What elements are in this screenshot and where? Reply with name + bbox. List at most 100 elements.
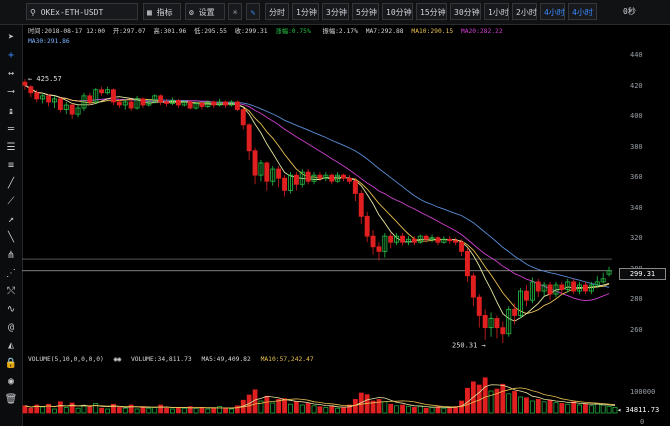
interval-6[interactable]: 30分钟	[450, 3, 481, 20]
candle	[388, 235, 394, 243]
candle	[175, 100, 181, 106]
volume-toggle-icons[interactable]: ◉◉	[113, 356, 122, 363]
candle	[488, 318, 494, 329]
high-value: 高:301.96	[153, 28, 187, 35]
low-annotation: 250.31 →	[452, 341, 486, 349]
interval-4[interactable]: 10分钟	[382, 3, 413, 20]
vertical-line-icon[interactable]: ↨	[7, 106, 15, 117]
ray-icon[interactable]: ⟋	[7, 196, 15, 207]
volume-bar	[258, 400, 264, 414]
candle	[187, 101, 193, 109]
volume-bar	[175, 407, 181, 414]
trash-icon[interactable]: 🗑	[4, 394, 18, 405]
indicators-button[interactable]: ▦ 指标	[143, 3, 181, 20]
interval-3[interactable]: 5分钟	[352, 3, 379, 20]
candle	[270, 168, 276, 182]
interval-2[interactable]: 3分钟	[322, 3, 349, 20]
candle	[476, 296, 482, 316]
chart-icon: ▦	[147, 8, 152, 17]
volume-bar	[311, 405, 317, 414]
draw-toggle-button[interactable]: ✎	[246, 3, 260, 20]
volume-bar	[524, 397, 529, 414]
volume-bar	[488, 390, 494, 414]
price-axis-label: 420	[630, 81, 643, 90]
candle	[305, 171, 311, 182]
candle	[411, 238, 417, 243]
channel-icon[interactable]: ≡	[7, 160, 15, 171]
interval-7[interactable]: 1小时	[484, 3, 509, 20]
candle	[223, 101, 229, 106]
price-axis-label: 380	[630, 142, 643, 151]
price-channel-icon[interactable]: ☰	[6, 142, 16, 153]
volume-bar	[229, 408, 234, 414]
candle	[341, 174, 347, 179]
low-value: 低:295.55	[194, 28, 227, 35]
symbol-selector[interactable]: ⚲ OKEx-ETH-USDT	[26, 3, 138, 20]
volume-bar	[205, 408, 211, 414]
volume-ma5: MA5:49,409.82	[201, 356, 251, 363]
volume-bar	[34, 404, 40, 414]
gann-icon[interactable]: ⤲	[7, 286, 15, 297]
interval-8[interactable]: 2小时	[512, 3, 537, 20]
candle	[577, 284, 583, 292]
volume-bar	[577, 404, 582, 414]
candle	[299, 171, 305, 185]
interval-10[interactable]: 4小时	[568, 3, 597, 20]
candle	[99, 89, 105, 94]
volume-bar	[305, 403, 311, 414]
volume-bar	[606, 406, 612, 414]
volume-bar	[541, 401, 547, 414]
candle	[169, 100, 175, 104]
settings-button[interactable]: ⚙ 设置	[185, 3, 225, 20]
candlestick-chart[interactable]: ← 425.57 250.31 →	[22, 44, 622, 349]
interval-0[interactable]: 分时	[265, 3, 289, 20]
horizontal-line-icon[interactable]: ↔	[7, 68, 15, 79]
fib-fan-icon[interactable]: ⋰	[6, 268, 16, 279]
volume-bar	[264, 395, 270, 414]
parallel-lines-icon[interactable]: ═	[7, 124, 15, 135]
fullscreen-button[interactable]: ☼	[228, 3, 242, 20]
eye-icon[interactable]: ◉	[7, 376, 15, 387]
volume-bar	[400, 404, 405, 414]
extended-line-icon[interactable]: ╲	[7, 232, 15, 243]
volume-bar	[69, 402, 75, 414]
wave-icon[interactable]: ∿	[6, 304, 16, 315]
volume-bar	[234, 405, 240, 414]
ma20-value: MA20:282.22	[460, 28, 503, 35]
candle	[518, 290, 524, 316]
volume-bar	[282, 398, 287, 414]
pitchfork-icon[interactable]: ⋔	[6, 250, 16, 261]
volume-bar	[40, 406, 46, 414]
interval-1[interactable]: 1分钟	[292, 3, 319, 20]
crosshair-icon[interactable]: +	[7, 50, 15, 61]
volume-bar	[506, 393, 512, 414]
price-axis-label: 260	[630, 325, 643, 334]
candle	[565, 281, 571, 290]
candle	[547, 284, 553, 295]
volume-bar	[81, 405, 87, 414]
interval-9[interactable]: 4小时	[540, 3, 565, 20]
candle	[228, 101, 234, 106]
trend-line-icon[interactable]: ╱	[7, 178, 15, 189]
candle	[122, 101, 128, 106]
volume-bar	[199, 407, 205, 414]
candle	[240, 109, 246, 126]
candle	[211, 101, 217, 106]
candle	[512, 308, 518, 316]
volume-bar	[187, 406, 193, 414]
ruler-icon[interactable]: ◭	[7, 340, 15, 351]
volume-bar	[293, 401, 299, 414]
current-volume-tag: ◂ 34811.73	[617, 406, 660, 414]
cursor-icon[interactable]: ➤	[7, 32, 15, 43]
amplitude-value: 振幅:2.17%	[322, 28, 358, 35]
volume-ma5-line	[24, 384, 616, 409]
lock-icon[interactable]: 🔒	[4, 358, 18, 369]
candle	[81, 95, 87, 109]
candle	[51, 98, 57, 103]
horizontal-ray-icon[interactable]: ⟶	[7, 86, 15, 97]
volume-bar	[370, 400, 376, 414]
spiral-icon[interactable]: @	[7, 322, 15, 333]
volume-chart[interactable]	[22, 365, 622, 415]
interval-5[interactable]: 15分钟	[416, 3, 447, 20]
arrow-line-icon[interactable]: ↗	[7, 214, 15, 225]
